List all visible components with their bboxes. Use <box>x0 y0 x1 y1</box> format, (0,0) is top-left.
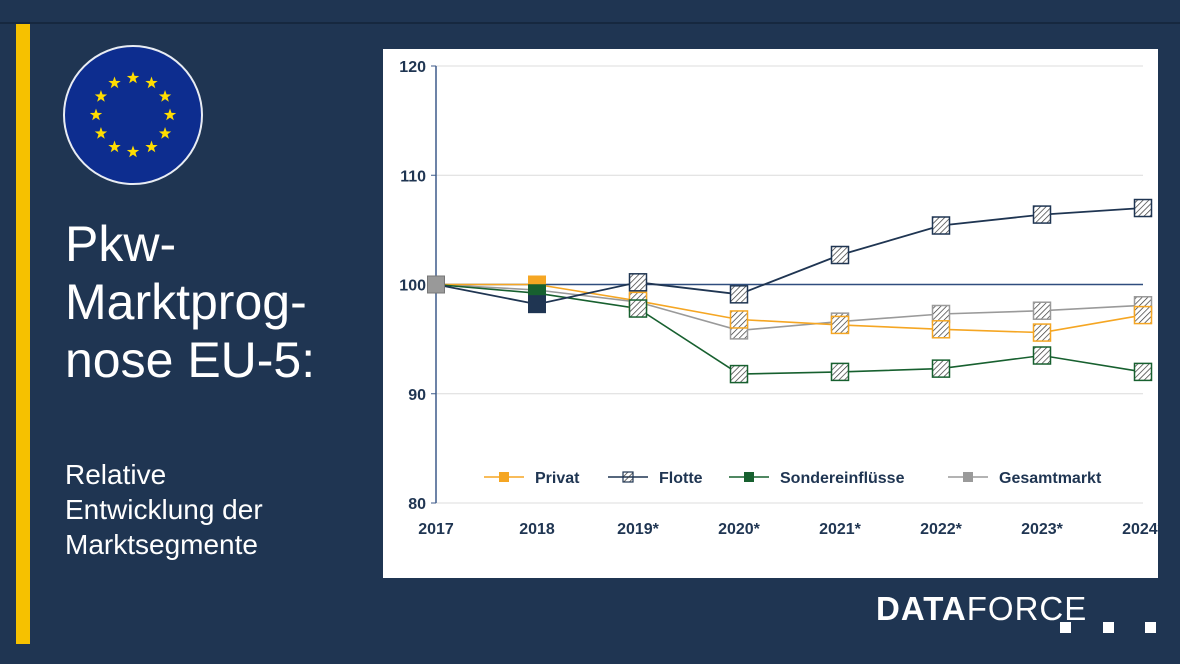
x-tick-label: 2017 <box>418 521 454 538</box>
legend-marker <box>744 472 754 482</box>
chart-panel: 80 90 100 110 120 2017 2018 2019* 2020* 2021* 2022… <box>383 49 1165 578</box>
subtitle-line-2: Entwicklung der <box>65 494 263 525</box>
eu-star-icon <box>145 140 158 153</box>
data-point <box>830 315 850 335</box>
legend-label: Gesamtmarkt <box>999 470 1102 487</box>
y-tick-label: 110 <box>400 168 426 185</box>
eu-star-icon <box>126 145 140 158</box>
accent-bar <box>16 24 30 644</box>
eu-star-icon <box>108 76 121 89</box>
data-point <box>931 304 951 324</box>
data-point <box>528 295 546 314</box>
brand-part-2: FORCE <box>966 590 1088 627</box>
data-point <box>1133 362 1153 382</box>
y-tick-label: 80 <box>408 496 426 513</box>
data-point <box>1032 323 1052 342</box>
logo-square-3 <box>1145 622 1156 633</box>
x-tick-label: 2023* <box>1021 521 1064 538</box>
data-point <box>729 285 749 304</box>
logo-square-1 <box>1060 622 1071 633</box>
data-point <box>729 364 749 384</box>
eu-flag-icon <box>63 45 203 185</box>
title-line-2: Marktprog- <box>65 274 307 330</box>
data-point <box>1133 305 1153 325</box>
data-point <box>729 310 749 329</box>
legend-marker <box>499 472 509 482</box>
x-tick-label: 2019* <box>617 521 660 538</box>
eu-star-icon <box>94 127 108 139</box>
data-point <box>931 359 951 378</box>
data-point <box>628 273 648 292</box>
data-point <box>931 320 951 339</box>
y-tick-label: 100 <box>399 278 426 295</box>
data-point <box>1133 198 1153 218</box>
page-subtitle: Relative Entwicklung der Marktsegmente <box>65 457 365 562</box>
top-divider <box>0 22 1180 24</box>
legend-marker <box>622 471 634 483</box>
eu-star-icon <box>126 71 140 84</box>
eu-star-icon <box>145 76 158 89</box>
data-point <box>427 275 445 294</box>
brand-part-1: DATA <box>876 590 967 627</box>
series-line-0 <box>436 283 1144 334</box>
subtitle-line-3: Marktsegmente <box>65 529 258 560</box>
eu-star-icon <box>158 90 172 102</box>
eu-star-icon <box>158 127 172 139</box>
data-point <box>830 245 850 265</box>
legend-marker <box>963 472 973 482</box>
data-point <box>1032 205 1052 224</box>
data-point <box>1032 301 1052 320</box>
y-tick-label: 90 <box>408 387 426 404</box>
logo-square-2 <box>1103 622 1114 633</box>
eu-star-icon <box>163 108 177 121</box>
subtitle-line-1: Relative <box>65 459 167 490</box>
x-tick-label: 2021* <box>819 521 862 538</box>
data-point <box>1032 346 1052 365</box>
eu-star-icon <box>108 140 121 153</box>
series-line-3 <box>435 283 1144 332</box>
eu-star-icon <box>94 90 108 102</box>
legend-label: Flotte <box>659 470 703 487</box>
eu-stars <box>89 71 177 158</box>
line-chart: 80 90 100 110 120 2017 2018 2019* 2020* 2021* 2022… <box>399 59 1164 538</box>
title-line-3: nose EU-5: <box>65 332 316 388</box>
legend-label: Sondereinflüsse <box>780 470 905 487</box>
series-line-1 <box>435 207 1144 306</box>
x-tick-label: 2020* <box>718 521 761 538</box>
page-title: Pkw- Marktprog- nose EU-5: <box>65 215 365 389</box>
title-line-1: Pkw- <box>65 216 177 272</box>
data-point <box>830 362 850 382</box>
data-point <box>931 216 951 235</box>
eu-star-icon <box>89 108 103 121</box>
series-line-2 <box>435 283 1144 375</box>
legend-label: Privat <box>535 470 580 487</box>
x-tick-label: 2018 <box>519 521 555 538</box>
data-point <box>628 299 648 318</box>
y-tick-label: 120 <box>399 59 426 76</box>
x-tick-label: 2022* <box>920 521 963 538</box>
x-tick-label: 2024* <box>1122 521 1158 538</box>
dataforce-logo: DATAFORCE <box>876 590 1087 628</box>
